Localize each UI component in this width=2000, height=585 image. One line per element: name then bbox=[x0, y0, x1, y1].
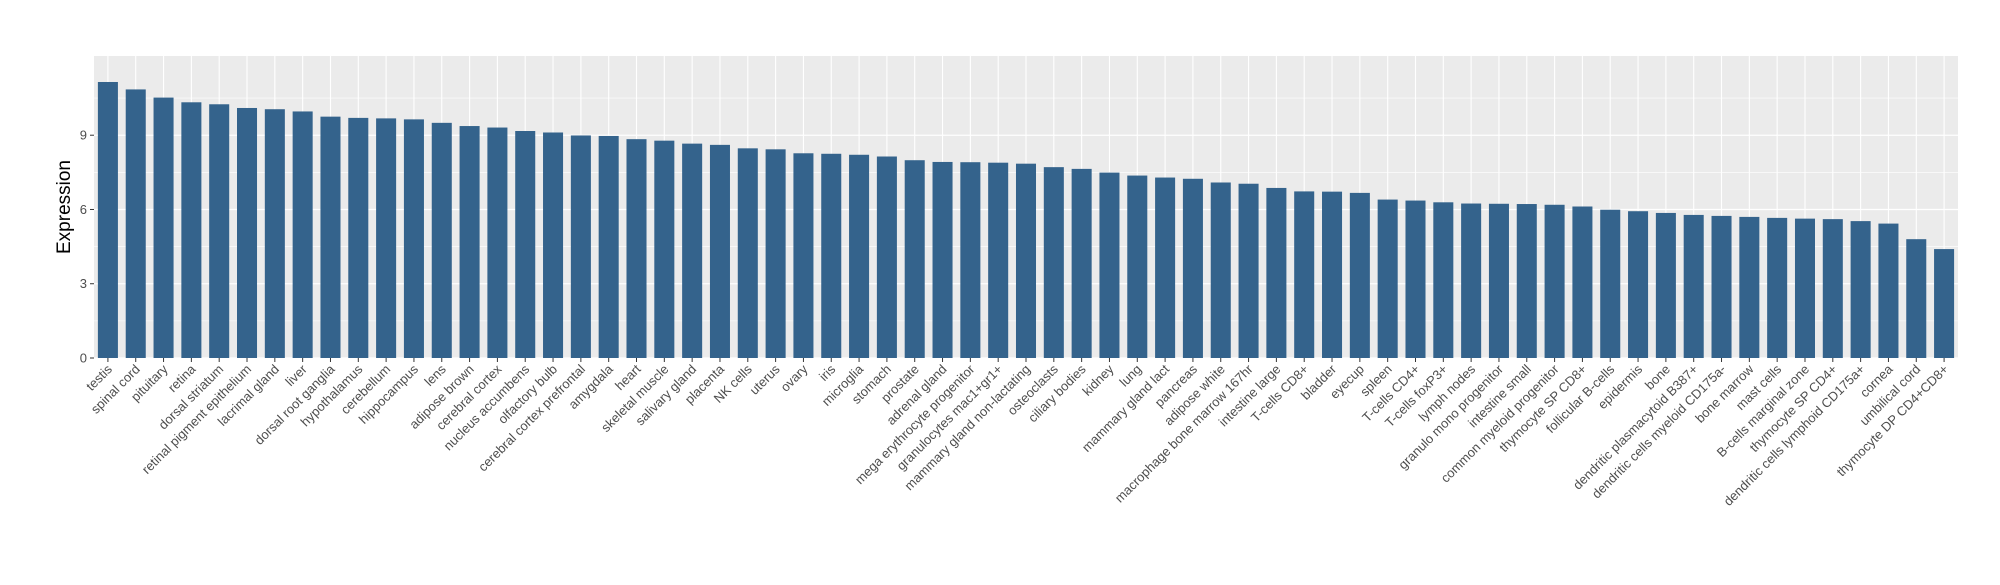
bar-14 bbox=[487, 127, 508, 358]
bar-8 bbox=[320, 116, 341, 359]
bar-33 bbox=[1015, 163, 1037, 358]
bar-58 bbox=[1711, 215, 1732, 358]
bar-62 bbox=[1822, 219, 1843, 358]
bars bbox=[97, 81, 1955, 359]
y-axis-title: Expression bbox=[54, 160, 75, 254]
bar-47 bbox=[1405, 200, 1426, 358]
bar-53 bbox=[1572, 206, 1593, 358]
bar-16 bbox=[543, 132, 564, 358]
bar-36 bbox=[1099, 172, 1120, 358]
bar-66 bbox=[1934, 249, 1955, 358]
bar-43 bbox=[1294, 191, 1315, 358]
y-tick-label-3: 9 bbox=[80, 128, 87, 143]
bar-5 bbox=[237, 107, 258, 358]
y-tick-label-0: 0 bbox=[80, 351, 87, 366]
bar-4 bbox=[209, 104, 230, 359]
bar-64 bbox=[1878, 223, 1899, 358]
y-tick-label-1: 3 bbox=[80, 276, 87, 291]
bar-0 bbox=[97, 81, 118, 359]
bar-42 bbox=[1266, 187, 1287, 358]
bar-13 bbox=[459, 126, 480, 358]
bar-24 bbox=[765, 149, 786, 358]
bar-19 bbox=[626, 139, 647, 358]
bar-57 bbox=[1683, 214, 1704, 358]
bar-39 bbox=[1182, 178, 1203, 358]
bar-11 bbox=[403, 119, 424, 359]
bar-22 bbox=[709, 144, 730, 358]
bar-61 bbox=[1794, 218, 1815, 358]
x-tick-label-36: kidney bbox=[1079, 361, 1117, 399]
bar-26 bbox=[821, 153, 842, 358]
bar-3 bbox=[181, 102, 202, 358]
bar-6 bbox=[264, 109, 285, 358]
bar-10 bbox=[376, 118, 397, 358]
bar-2 bbox=[153, 97, 174, 358]
bar-9 bbox=[348, 117, 369, 358]
bar-15 bbox=[515, 131, 536, 358]
bar-54 bbox=[1600, 209, 1621, 358]
bar-40 bbox=[1210, 182, 1231, 358]
bar-35 bbox=[1071, 168, 1092, 358]
bar-37 bbox=[1127, 175, 1148, 358]
bar-32 bbox=[988, 162, 1009, 358]
bar-20 bbox=[654, 140, 675, 358]
bar-34 bbox=[1043, 167, 1064, 358]
bar-60 bbox=[1767, 217, 1788, 358]
bar-59 bbox=[1739, 216, 1760, 358]
bar-7 bbox=[292, 111, 313, 358]
bar-25 bbox=[793, 153, 814, 358]
bar-28 bbox=[876, 156, 897, 358]
bar-29 bbox=[904, 160, 925, 358]
bar-50 bbox=[1488, 203, 1509, 358]
bar-41 bbox=[1238, 183, 1259, 358]
bar-27 bbox=[849, 154, 870, 358]
bar-23 bbox=[737, 148, 758, 358]
x-tick-label-25: ovary bbox=[777, 361, 810, 394]
bar-51 bbox=[1516, 204, 1537, 358]
bar-48 bbox=[1433, 202, 1454, 358]
bar-56 bbox=[1655, 212, 1676, 358]
bar-55 bbox=[1628, 211, 1649, 358]
bar-1 bbox=[125, 89, 146, 359]
bar-17 bbox=[570, 135, 591, 358]
bar-18 bbox=[598, 135, 619, 358]
bar-38 bbox=[1155, 177, 1176, 358]
bar-52 bbox=[1544, 204, 1565, 358]
bar-45 bbox=[1349, 192, 1370, 358]
y-tick-label-2: 6 bbox=[80, 202, 87, 217]
bar-21 bbox=[682, 143, 703, 358]
bar-65 bbox=[1906, 239, 1927, 358]
bar-30 bbox=[932, 161, 953, 358]
x-tick-label-24: uterus bbox=[747, 361, 784, 398]
bar-12 bbox=[431, 122, 452, 358]
y-axis-ticks: 0 3 6 9 bbox=[80, 128, 94, 366]
bar-63 bbox=[1850, 221, 1871, 358]
bar-49 bbox=[1461, 203, 1482, 358]
bar-44 bbox=[1322, 191, 1343, 358]
bar-31 bbox=[960, 162, 981, 358]
bar-46 bbox=[1377, 199, 1398, 358]
